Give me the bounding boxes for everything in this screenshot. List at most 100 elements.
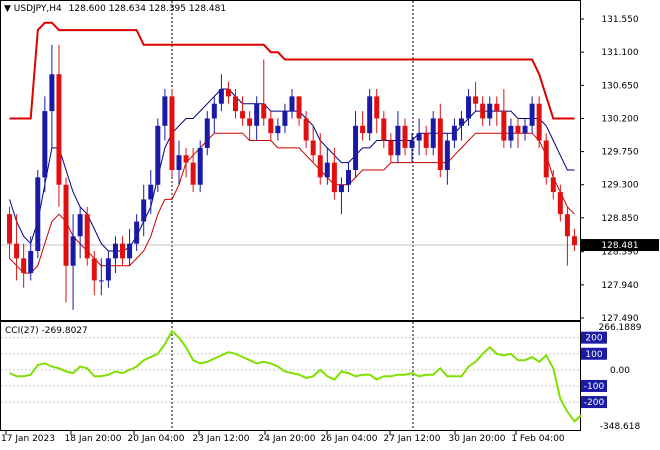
candle-body (28, 250, 34, 274)
candle-body (310, 140, 316, 156)
candle-body (197, 147, 203, 185)
candle-body (105, 258, 111, 281)
candle-body (345, 169, 351, 185)
price-panel-frame (0, 0, 581, 321)
ohlc-values: 128.600 128.634 128.395 128.481 (68, 4, 227, 14)
candle-body (127, 243, 133, 259)
candle-body (63, 184, 69, 266)
time-tick-label: 1 Feb 04:00 (511, 434, 565, 444)
candle-body (282, 111, 288, 126)
price-tick-label: 131.100 (601, 48, 638, 58)
cci-level-box (581, 347, 607, 360)
candle-body (21, 258, 27, 274)
time-tick-label: 18 Jan 20:00 (65, 434, 122, 444)
candle-body (218, 88, 224, 104)
candle-body (444, 140, 450, 170)
candle-body (416, 133, 422, 141)
candle-body (268, 118, 274, 134)
candle-body (515, 125, 521, 134)
candle-body (536, 103, 542, 141)
candle-body (91, 258, 97, 281)
cci-panel-frame (0, 321, 581, 431)
cci-tick-label: -200 (584, 398, 605, 408)
cci-level-box (581, 396, 607, 409)
candle-body (331, 162, 337, 193)
price-tick-label: 127.940 (601, 281, 638, 291)
candle-body (557, 192, 563, 215)
candle-body (360, 125, 366, 134)
candle-body (70, 236, 76, 266)
cci-tick-label: 100 (585, 350, 602, 360)
candle-body (374, 96, 380, 119)
candle-body (564, 214, 570, 237)
candle-body (430, 118, 436, 148)
cci-tick-label: 266.1889 (599, 323, 642, 333)
time-tick-label: 17 Jan 2023 (1, 434, 55, 444)
current-price-box (581, 239, 659, 252)
symbol-label: USDJPY,H4 (13, 4, 62, 14)
candle-body (211, 103, 217, 119)
price-tick-label: 128.850 (601, 214, 638, 224)
candle-body (466, 96, 472, 119)
candle-body (522, 125, 528, 134)
price-tick-label: 128.390 (601, 248, 638, 258)
candle-body (261, 103, 267, 119)
candle-body (338, 184, 344, 193)
time-tick-label: 26 Jan 04:00 (321, 434, 378, 444)
candle-body (49, 74, 55, 112)
cci-tick-label: 0.00 (610, 366, 630, 376)
candle-body (473, 96, 479, 104)
candle-body (296, 96, 302, 119)
candle-body (240, 111, 246, 119)
chart-header: ▼ USDJPY,H4 128.600 128.634 128.395 128.… (4, 4, 226, 14)
cci-title: CCI(27) -269.8027 (5, 326, 88, 336)
candle-body (120, 243, 126, 259)
candle-body (353, 125, 359, 170)
candle-body (254, 103, 260, 126)
candle-body (35, 177, 41, 251)
candle-body (155, 125, 161, 185)
cci-tick-label: 200 (585, 334, 602, 344)
candle-body (141, 199, 147, 222)
candle-body (275, 125, 281, 134)
candle-body (190, 162, 196, 185)
candle-body (367, 96, 373, 134)
candle-body (480, 103, 486, 119)
symbol-dropdown-icon[interactable]: ▼ (4, 4, 11, 14)
cci-tick-label: -100 (584, 382, 605, 392)
candle-body (176, 155, 182, 170)
candle-body (14, 243, 20, 259)
cci-line (9, 329, 583, 423)
candle-body (225, 88, 231, 97)
candle-body (381, 118, 387, 141)
time-tick-label: 24 Jan 20:00 (259, 434, 316, 444)
candle-body (388, 140, 394, 156)
candle-body (289, 96, 295, 112)
current-price-label: 128.481 (601, 241, 638, 251)
candle-body (42, 111, 48, 178)
candle-body (233, 96, 239, 112)
price-tick-label: 129.750 (601, 148, 638, 158)
candle-body (543, 140, 549, 178)
time-tick-label: 27 Jan 12:00 (384, 434, 441, 444)
candle-body (183, 155, 189, 163)
candle-body (134, 221, 140, 244)
candle-body (571, 236, 577, 246)
candle-body (169, 96, 175, 170)
cci-level-box (581, 331, 607, 344)
candle-body (162, 96, 168, 126)
candle-body (7, 214, 13, 244)
candle-body (317, 155, 323, 178)
price-tick-label: 127.490 (601, 314, 638, 324)
time-tick-label: 23 Jan 12:00 (193, 434, 250, 444)
candle-body (148, 184, 154, 200)
candle-body (494, 103, 500, 112)
candle-body (423, 133, 429, 148)
ma-slow-line (9, 21, 575, 120)
candle-body (437, 118, 443, 170)
candle-body (303, 118, 309, 141)
candle-body (56, 74, 62, 185)
candle-body (247, 118, 253, 126)
